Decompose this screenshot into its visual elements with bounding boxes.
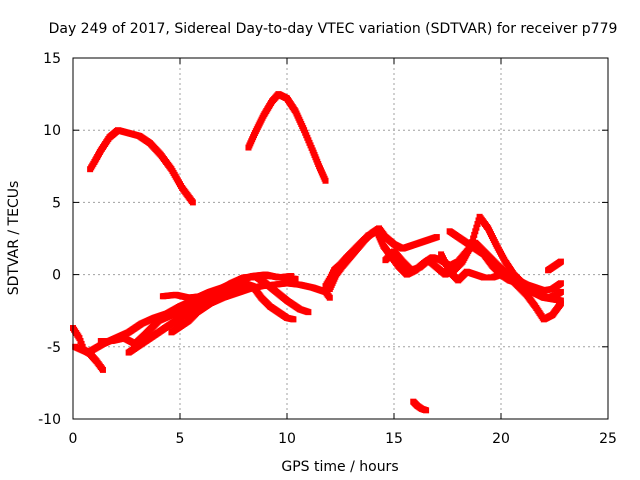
data-point <box>290 316 297 323</box>
y-axis-label: SDTVAR / TECUs <box>6 181 22 296</box>
x-tick-label: 0 <box>69 431 78 447</box>
data-point <box>292 275 299 282</box>
chart-title: Day 249 of 2017, Sidereal Day-to-day VTE… <box>49 21 618 37</box>
series-seg-l <box>545 258 564 274</box>
y-tick-label: 5 <box>52 195 61 211</box>
series-arc2 <box>245 91 329 184</box>
data-point <box>474 221 481 228</box>
series-seg-f <box>159 271 295 301</box>
data-point <box>471 231 478 238</box>
series-arc1 <box>87 127 196 206</box>
y-tick-label: 10 <box>43 123 61 139</box>
data-point <box>557 297 564 304</box>
x-tick-label: 10 <box>278 431 296 447</box>
data-point <box>326 294 333 301</box>
plot-frame <box>72 57 609 420</box>
series-seg-k <box>446 228 564 294</box>
x-axis-ticks: 0 5 10 15 20 25 <box>69 58 617 447</box>
data-point <box>189 199 196 206</box>
data-point <box>423 407 430 414</box>
x-tick-label: 5 <box>176 431 185 447</box>
data-point <box>433 234 440 241</box>
data-point <box>557 288 564 295</box>
data-point <box>557 280 564 287</box>
data-point <box>470 235 477 242</box>
x-tick-label: 20 <box>492 431 510 447</box>
grid-lines <box>73 58 608 419</box>
data-point <box>305 309 312 316</box>
data-point <box>322 177 329 184</box>
y-axis-ticks: -10 -5 0 5 10 15 <box>38 51 608 428</box>
data-point <box>99 366 106 373</box>
data-point <box>472 228 479 235</box>
series-seg-e <box>168 280 333 336</box>
x-tick-label: 15 <box>385 431 403 447</box>
data-point <box>288 273 295 280</box>
x-tick-label: 25 <box>599 431 617 447</box>
y-tick-label: 0 <box>52 268 61 284</box>
y-tick-label: -10 <box>38 412 61 428</box>
series-seg-d <box>125 280 297 356</box>
data-point <box>557 258 564 265</box>
data-point <box>473 224 480 231</box>
series-seg-m <box>410 398 430 414</box>
x-axis-label: GPS time / hours <box>281 459 398 475</box>
y-tick-label: -5 <box>47 340 61 356</box>
data-points <box>70 91 564 414</box>
y-tick-label: 15 <box>43 51 61 67</box>
